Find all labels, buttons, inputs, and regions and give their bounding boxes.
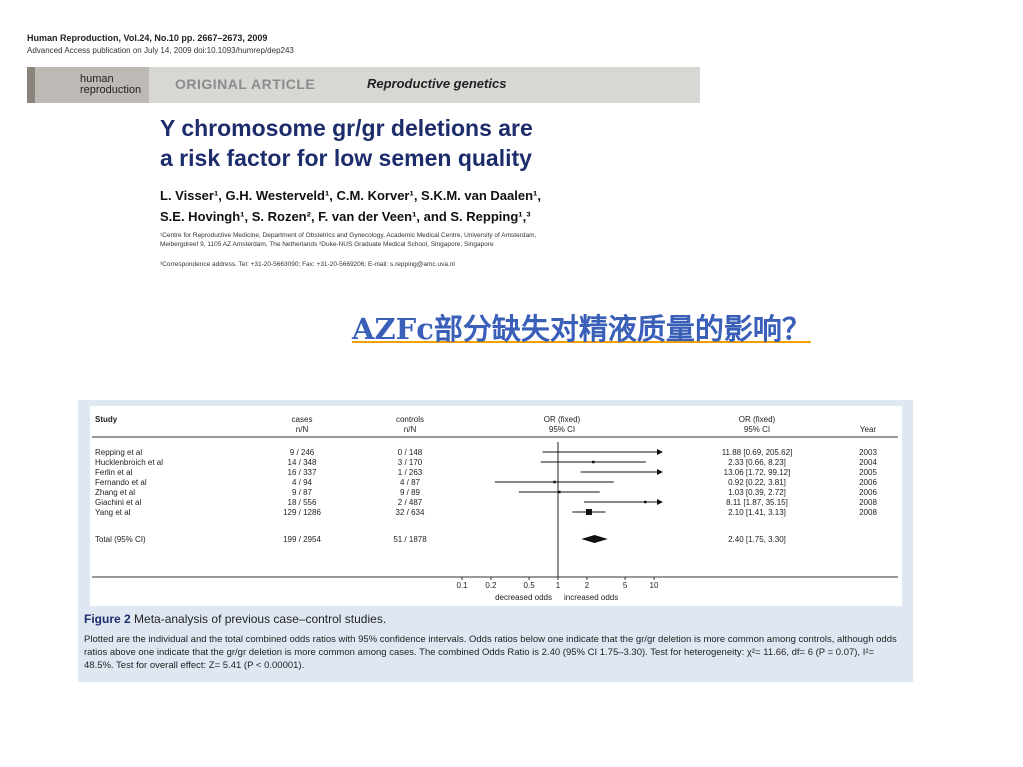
col-header-or-text-sub: 95% CI — [744, 425, 770, 434]
x-tick-label: 10 — [650, 581, 659, 590]
article-banner: human reproduction ORIGINAL ARTICLE Repr… — [27, 67, 700, 103]
journal-logo: human reproduction — [27, 67, 149, 103]
forest-plot-area: Study cases n/N controls n/N OR (fixed) 95% CI… — [90, 406, 902, 606]
col-header-cases-sub: n/N — [296, 425, 309, 434]
ci-arrow — [657, 469, 663, 475]
logo-line-1: human — [80, 73, 114, 85]
logo-line-2: reproduction — [80, 84, 142, 96]
study-controls: 4 / 87 — [400, 478, 421, 487]
study-cases: 16 / 337 — [288, 468, 317, 477]
journal-citation: Human Reproduction, Vol.24, No.10 pp. 26… — [27, 33, 268, 43]
study-or-label: 8.11 [1.87, 35.15] — [726, 498, 788, 507]
total-cases: 199 / 2954 — [283, 535, 321, 544]
study-name: Hucklenbroich et al — [95, 458, 163, 467]
ci-arrow — [657, 499, 663, 505]
col-header-year: Year — [860, 425, 877, 434]
study-controls: 2 / 487 — [398, 498, 423, 507]
authors-line-2: S.E. Hovingh¹, S. Rozen², F. van der Vee… — [160, 209, 531, 224]
article-type: ORIGINAL ARTICLE — [175, 76, 316, 92]
study-controls: 3 / 170 — [398, 458, 423, 467]
affiliation-line-2: Meibergdreef 9, 1105 AZ Amsterdam, The N… — [160, 241, 494, 248]
study-name: Giachini et al — [95, 498, 141, 507]
total-controls: 51 / 1878 — [393, 535, 427, 544]
study-or-label: 1.03 [0.39, 2.72] — [728, 488, 786, 497]
col-header-or-plot-sub: 95% CI — [549, 425, 575, 434]
figure-caption-heading: Meta-analysis of previous case–control s… — [134, 612, 387, 626]
study-controls: 9 / 89 — [400, 488, 421, 497]
study-name: Fernando et al — [95, 478, 147, 487]
col-header-controls-sub: n/N — [404, 425, 417, 434]
study-cases: 129 / 1286 — [283, 508, 321, 517]
x-tick-label: 0.1 — [456, 581, 468, 590]
authors-line-1: L. Visser¹, G.H. Westerveld¹, C.M. Korve… — [160, 188, 541, 203]
study-name: Zhang et al — [95, 488, 135, 497]
study-cases: 9 / 87 — [292, 488, 313, 497]
study-cases: 9 / 246 — [290, 448, 315, 457]
study-year: 2003 — [859, 448, 877, 457]
total-label: Total (95% CI) — [95, 535, 146, 544]
col-header-or-plot: OR (fixed) — [544, 415, 581, 424]
figure-caption-body: Plotted are the individual and the total… — [84, 634, 897, 671]
study-year: 2008 — [859, 498, 877, 507]
x-tick-label: 5 — [623, 581, 628, 590]
x-tick-label: 2 — [585, 581, 590, 590]
study-name: Repping et al — [95, 448, 142, 457]
study-or-label: 2.10 [1.41, 3.13] — [728, 508, 786, 517]
point-estimate — [592, 460, 595, 464]
figure-label: Figure 2 — [84, 612, 131, 626]
study-controls: 32 / 634 — [396, 508, 425, 517]
x-tick-label: 0.5 — [524, 581, 536, 590]
x-tick-label: 0.2 — [485, 581, 497, 590]
col-header-cases: cases — [292, 415, 313, 424]
ci-arrow — [657, 449, 663, 455]
study-year: 2004 — [859, 458, 877, 467]
study-cases: 18 / 556 — [288, 498, 317, 507]
study-year: 2006 — [859, 488, 877, 497]
study-or-label: 2.33 [0.66, 8.23] — [728, 458, 786, 467]
x-tick-label: 1 — [556, 581, 561, 590]
study-year: 2008 — [859, 508, 877, 517]
study-controls: 1 / 263 — [398, 468, 423, 477]
study-cases: 4 / 94 — [292, 478, 313, 487]
point-estimate — [553, 480, 556, 484]
advance-access-line: Advanced Access publication on July 14, … — [27, 46, 294, 55]
article-title-line-1: Y chromosome gr/gr deletions are — [160, 115, 533, 141]
affiliation-line-1: ¹Centre for Reproductive Medicine, Depar… — [160, 232, 537, 239]
article-title-line-2: a risk factor for low semen quality — [160, 145, 532, 171]
study-year: 2006 — [859, 478, 877, 487]
axis-label-decreased: decreased odds — [495, 593, 552, 602]
study-cases: 14 / 348 — [288, 458, 317, 467]
figure-caption-title: Figure 2 Meta-analysis of previous case–… — [84, 612, 386, 626]
col-header-controls: controls — [396, 415, 424, 424]
study-controls: 0 / 148 — [398, 448, 423, 457]
correspondence-line: ³Correspondence address. Tel: +31-20-566… — [160, 261, 455, 268]
axis-label-increased: increased odds — [564, 593, 618, 602]
col-header-study: Study — [95, 415, 118, 424]
point-estimate — [585, 509, 592, 515]
figure-panel: Study cases n/N controls n/N OR (fixed) 95% CI… — [78, 400, 913, 682]
point-estimate — [644, 500, 647, 504]
study-name: Ferlin et al — [95, 468, 133, 477]
total-or-label: 2.40 [1.75, 3.30] — [728, 535, 786, 544]
study-name: Yang et al — [95, 508, 131, 517]
total-diamond — [581, 535, 608, 543]
slide-question: AZFc部分缺失对精液质量的影响？ — [352, 312, 811, 346]
study-or-label: 13.06 [1.72, 99.12] — [724, 468, 791, 477]
article-subtype: Reproductive genetics — [367, 76, 507, 91]
study-or-label: 11.88 [0.69, 205.62] — [722, 448, 793, 457]
point-estimate — [557, 490, 561, 494]
study-year: 2005 — [859, 468, 877, 477]
col-header-or-text: OR (fixed) — [739, 415, 776, 424]
study-or-label: 0.92 [0.22, 3.81] — [728, 478, 786, 487]
